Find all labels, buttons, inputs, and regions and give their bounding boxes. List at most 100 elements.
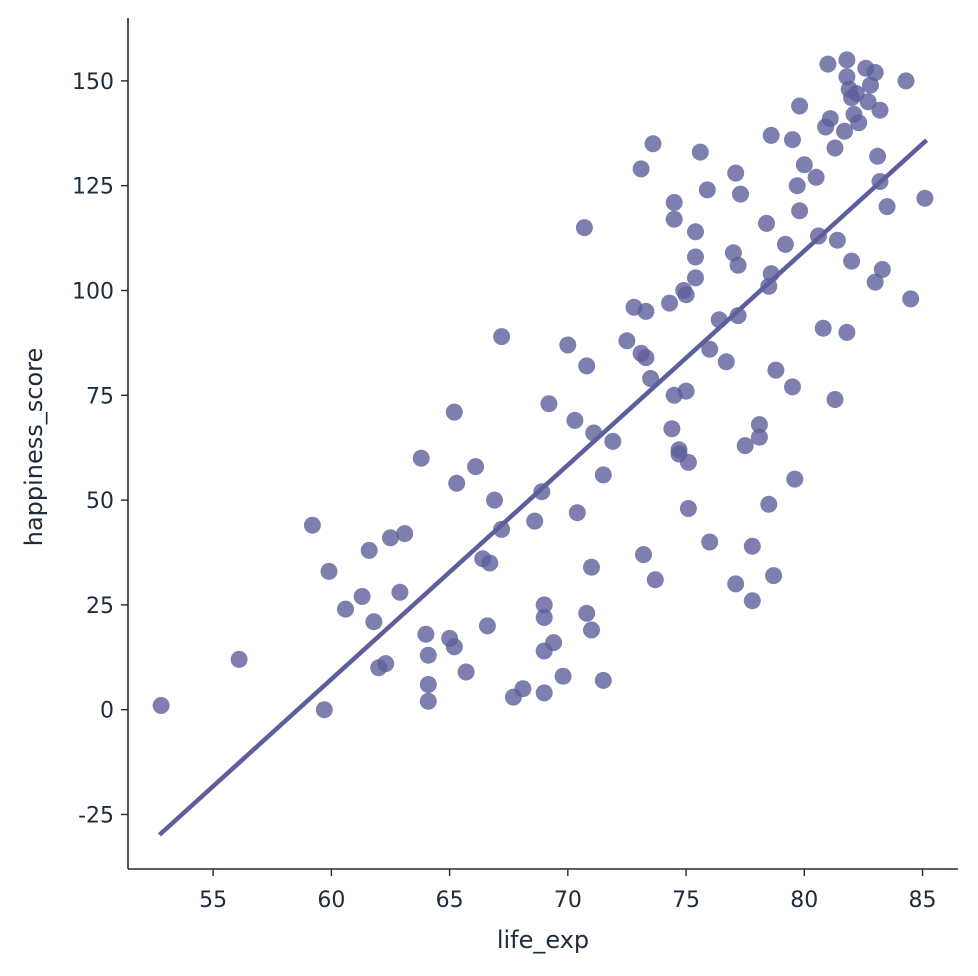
data-point [784,131,801,149]
data-point [467,458,485,476]
data-point [360,541,378,559]
data-point [701,533,719,551]
y-tick-label: 0 [100,699,114,724]
data-point [729,307,747,325]
data-point [646,571,664,589]
data-point [687,223,704,241]
data-point [850,114,868,132]
data-point [230,650,248,668]
data-point [486,491,503,509]
data-point [445,638,463,656]
x-tick-label: 70 [554,888,582,913]
data-point [897,72,915,90]
data-point [419,676,437,693]
data-point [743,537,761,555]
y-tick-label: 25 [86,594,114,619]
data-point [635,546,652,564]
data-point [419,646,437,664]
data-point [838,51,856,69]
data-point [691,143,709,161]
data-point [732,185,749,203]
data-point [677,382,695,400]
data-point [791,97,809,115]
data-point [535,609,553,626]
data-point [729,256,747,274]
data-point [869,147,887,165]
x-tick-label: 80 [790,888,818,913]
y-tick-label: 125 [72,175,114,200]
data-point [807,168,825,186]
data-point [687,248,704,266]
data-point [743,592,761,610]
data-point [353,588,371,605]
data-point [303,516,321,534]
data-point [594,466,612,484]
data-point [663,420,681,438]
data-point [152,697,170,714]
data-point [578,357,596,375]
data-point [583,621,600,639]
data-point [701,340,719,358]
data-point [873,261,891,278]
data-point [776,235,794,253]
data-point [878,198,896,216]
data-point [916,189,934,207]
data-point [795,156,813,174]
data-point [526,512,544,530]
data-point [788,177,806,195]
regression-line [157,138,929,837]
data-point [665,194,683,211]
data-point [847,85,865,102]
data-point [545,634,563,652]
data-point [767,361,785,379]
data-point [412,449,430,467]
data-point [493,520,511,538]
data-point [514,680,532,698]
y-tick-label: 100 [72,279,114,304]
data-point [320,562,338,580]
data-point [762,126,780,144]
data-point [838,68,856,86]
data-point [821,110,839,128]
x-tick-label: 55 [199,888,227,913]
data-point [535,684,553,702]
data-point [448,474,466,492]
data-point [750,416,768,434]
data-point [665,210,683,228]
data-point [677,286,695,304]
data-point [315,701,333,719]
data-point [583,558,600,576]
data-point [637,302,655,320]
data-point [391,583,409,601]
y-axis-label: happiness_score [20,348,48,547]
data-point [568,504,586,522]
data-point [478,617,496,635]
data-point [575,219,593,237]
data-point [618,332,636,350]
regression-line-group [157,138,929,837]
data-point [566,411,584,429]
data-point [902,290,920,308]
data-point [791,202,809,220]
data-point [679,500,697,517]
data-point [382,529,399,547]
data-point [559,336,577,354]
data-point [419,692,437,710]
data-point [765,567,783,585]
data-point [493,328,511,346]
data-point [843,252,861,270]
data-point [594,671,612,689]
data-point [642,370,660,387]
data-point [554,667,572,685]
data-point [859,93,877,111]
data-point [396,525,414,543]
data-point [736,437,754,455]
y-tick-label: -25 [78,804,114,829]
data-point [632,160,650,178]
data-point [365,613,383,631]
data-point [445,403,463,421]
data-point [604,432,622,450]
data-point [727,575,745,593]
data-point [866,64,884,81]
